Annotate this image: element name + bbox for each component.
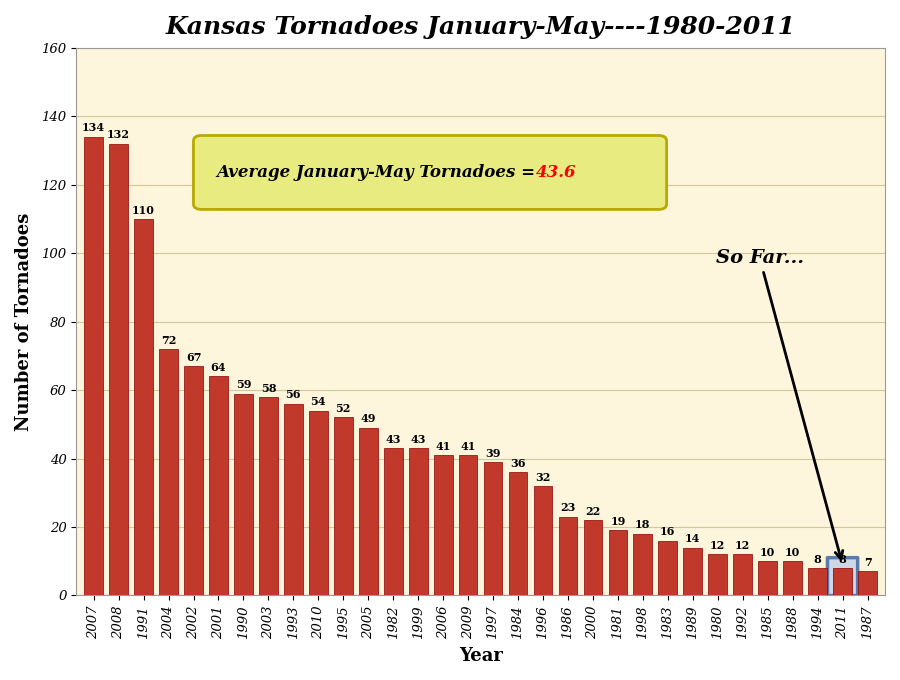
Bar [634,534,652,596]
Text: 10: 10 [785,547,800,558]
Bar [159,349,178,596]
Text: 56: 56 [285,390,302,401]
Text: 52: 52 [336,403,351,414]
Bar [559,517,577,596]
Text: 12: 12 [710,540,725,551]
Bar [85,137,103,596]
Text: 12: 12 [735,540,751,551]
Text: 49: 49 [361,413,376,424]
Text: 43: 43 [410,434,426,445]
Text: 14: 14 [685,533,700,544]
Bar [234,394,253,596]
Bar [833,568,852,596]
Bar [734,554,752,596]
Bar [808,568,827,596]
Text: 10: 10 [760,547,775,558]
Text: Average January-May Tornadoes =: Average January-May Tornadoes = [216,164,541,181]
Bar [359,428,378,596]
Bar [683,547,702,596]
Bar [608,530,627,596]
Text: 32: 32 [536,471,551,483]
Bar [708,554,727,596]
Bar [409,448,428,596]
Bar [859,571,877,596]
Text: 8: 8 [839,554,846,564]
Bar [483,462,502,596]
Text: 18: 18 [635,520,651,530]
Bar [134,219,153,596]
Bar [109,143,128,596]
Text: 7: 7 [864,557,871,568]
Bar [583,520,602,596]
Text: 36: 36 [510,458,526,469]
Bar [783,561,802,596]
Title: Kansas Tornadoes January-May----1980-2011: Kansas Tornadoes January-May----1980-201… [166,15,796,39]
Text: 16: 16 [660,526,676,537]
Text: 39: 39 [485,447,500,458]
Text: 72: 72 [161,335,176,345]
Bar [534,486,553,596]
Bar [334,418,353,596]
Bar [659,541,677,596]
Text: 58: 58 [261,383,276,394]
Bar [508,472,527,596]
Bar [309,411,328,596]
Text: 54: 54 [310,396,326,407]
Text: So Far...: So Far... [716,249,842,559]
Text: 8: 8 [814,554,822,564]
Text: 64: 64 [211,362,226,373]
Bar [384,448,402,596]
Text: 43.6: 43.6 [536,164,576,181]
Bar [759,561,777,596]
Text: 19: 19 [610,516,626,527]
Bar [459,455,478,596]
Text: 134: 134 [82,122,105,133]
Bar [209,377,228,596]
Text: 132: 132 [107,129,130,140]
Text: 41: 41 [436,441,451,452]
Text: 67: 67 [185,352,202,362]
Y-axis label: Number of Tornadoes: Number of Tornadoes [15,212,33,431]
Text: 41: 41 [461,441,476,452]
Bar [284,404,302,596]
FancyBboxPatch shape [194,135,667,209]
X-axis label: Year: Year [459,647,502,665]
Text: 110: 110 [132,205,155,216]
Bar [184,366,202,596]
FancyBboxPatch shape [827,558,858,596]
Text: 59: 59 [236,379,251,390]
Text: 43: 43 [385,434,401,445]
Bar [259,397,278,596]
Bar [434,455,453,596]
Text: 22: 22 [585,506,600,517]
Text: 23: 23 [561,503,576,513]
